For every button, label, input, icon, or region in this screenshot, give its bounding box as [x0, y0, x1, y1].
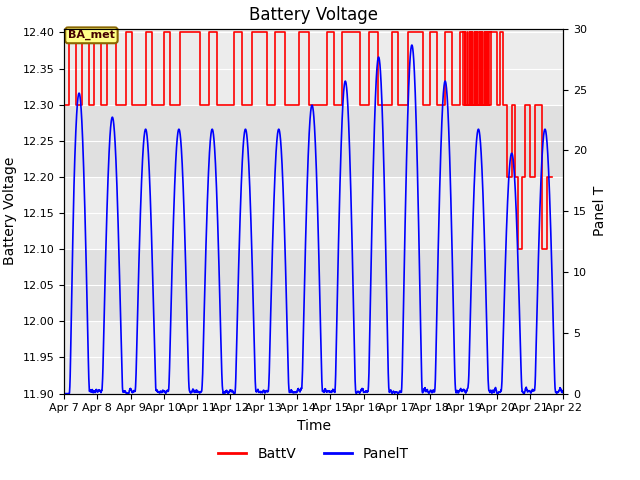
- X-axis label: Time: Time: [296, 419, 331, 433]
- Title: Battery Voltage: Battery Voltage: [249, 6, 378, 24]
- Bar: [64, 322, 563, 394]
- Bar: [64, 177, 563, 249]
- Text: BA_met: BA_met: [68, 30, 115, 40]
- Legend: BattV, PanelT: BattV, PanelT: [213, 442, 414, 467]
- Bar: [64, 29, 563, 105]
- Y-axis label: Panel T: Panel T: [593, 186, 607, 236]
- Y-axis label: Battery Voltage: Battery Voltage: [3, 157, 17, 265]
